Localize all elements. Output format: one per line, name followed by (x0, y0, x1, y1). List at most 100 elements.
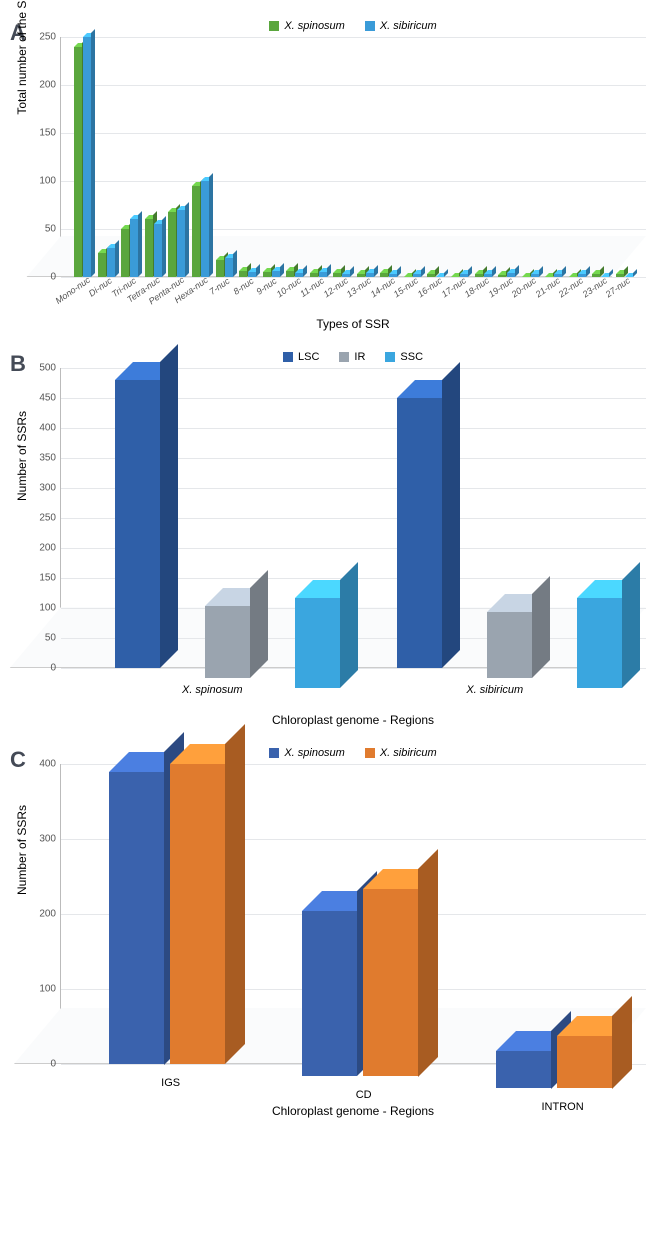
bar-group: 16-nuc (424, 274, 448, 277)
legend-b-item-2: SSC (385, 351, 423, 363)
panel-c: C X. spinosum X. sibiricum Number of SSR… (10, 747, 646, 1118)
legend-b-item-1: IR (339, 351, 365, 363)
bar-group: 11-nuc (306, 272, 330, 277)
bar-group: 8-nuc (236, 271, 260, 277)
category-label: X. spinosum (182, 684, 243, 696)
bar (333, 273, 341, 277)
bar (496, 1051, 551, 1089)
bar (498, 275, 506, 277)
y-tick: 50 (31, 633, 56, 644)
bar-group: 12-nuc (330, 273, 354, 277)
category-label: 10-nuc (274, 275, 302, 299)
category-label: 12-nuc (321, 275, 349, 299)
legend-label: SSC (400, 351, 423, 363)
legend-b-item-0: LSC (283, 351, 319, 363)
bar (154, 224, 162, 277)
y-tick: 0 (31, 663, 56, 674)
panel-a: A X. spinosum X. sibiricum Total number … (10, 20, 646, 331)
bar-group: X. spinosum (115, 380, 310, 668)
bar-group: Tri-nuc (118, 219, 142, 277)
legend-c-item-1: X. sibiricum (365, 747, 437, 759)
bar (74, 47, 82, 277)
bar-group: CD (302, 889, 418, 1077)
legend-swatch (269, 748, 279, 758)
category-label: 17-nuc (439, 275, 467, 299)
legend-swatch (385, 352, 395, 362)
bar (487, 612, 532, 678)
y-tick: 200 (31, 543, 56, 554)
panel-c-label: C (10, 747, 26, 773)
bar-group: 27-nuc (613, 274, 637, 277)
y-tick: 250 (31, 32, 56, 43)
y-tick: 50 (31, 224, 56, 235)
bar (109, 772, 164, 1065)
chart-b: LSC IR SSC Number of SSRs 05010015020025… (60, 351, 646, 727)
category-label: 8-nuc (231, 276, 255, 297)
bar-group: X. sibiricum (397, 398, 592, 668)
plot-a: 050100150200250Mono-nucDi-nucTri-nucTetr… (60, 37, 646, 277)
y-tick: 0 (31, 1059, 56, 1070)
category-label: 23-nuc (580, 275, 608, 299)
category-label: INTRON (541, 1101, 583, 1113)
category-label: 27-nuc (604, 275, 632, 299)
legend-swatch (283, 352, 293, 362)
bars-container: Mono-nucDi-nucTri-nucTetra-nucPenta-nucH… (71, 37, 636, 277)
bar-group: Hexa-nuc (189, 181, 213, 277)
y-tick: 250 (31, 513, 56, 524)
category-label: IGS (161, 1077, 180, 1089)
y-tick: 100 (31, 603, 56, 614)
bar (121, 229, 129, 277)
bar (192, 186, 200, 277)
bar (380, 273, 388, 277)
y-tick: 300 (31, 483, 56, 494)
legend-swatch (339, 352, 349, 362)
y-axis-label-a: Total number of the SSRs (15, 0, 29, 114)
bar-group: 10-nuc (283, 271, 307, 277)
bar-group: Tetra-nuc (142, 219, 166, 277)
category-label: 15-nuc (392, 275, 420, 299)
y-tick: 350 (31, 453, 56, 464)
y-tick: 0 (31, 272, 56, 283)
legend-label: X. spinosum (284, 747, 345, 759)
bar-group: 20-nuc (518, 274, 542, 277)
category-label: 11-nuc (298, 275, 326, 299)
bar (557, 1036, 612, 1089)
legend-swatch (365, 21, 375, 31)
bar-group: 13-nuc (354, 273, 378, 277)
bar (263, 272, 271, 277)
bar (168, 212, 176, 277)
bar (286, 271, 294, 277)
legend-a-item-0: X. spinosum (269, 20, 345, 32)
plot-b: 050100150200250300350400450500X. spinosu… (60, 368, 646, 668)
bar-group: 15-nuc (401, 274, 425, 277)
plot-c: 0100200300400IGSCDINTRON (60, 764, 646, 1064)
panel-b-label: B (10, 351, 26, 377)
legend-a-item-1: X. sibiricum (365, 20, 437, 32)
y-tick: 100 (31, 176, 56, 187)
chart-a: X. spinosum X. sibiricum Total number of… (60, 20, 646, 331)
category-label: CD (356, 1089, 372, 1101)
bar-group: 7-nuc (212, 258, 236, 277)
bar-group: 14-nuc (377, 273, 401, 277)
bar (201, 181, 209, 277)
category-label: 21-nuc (533, 275, 561, 299)
bar-group: Penta-nuc (165, 210, 189, 277)
bar (170, 764, 225, 1064)
category-label: 22-nuc (557, 275, 585, 299)
bar (592, 274, 600, 277)
y-tick: 150 (31, 573, 56, 584)
bars-container: X. spinosum X. sibiricum (91, 368, 616, 668)
bar (205, 606, 250, 678)
bar (130, 219, 138, 277)
bar (216, 260, 224, 277)
bar (115, 380, 160, 668)
bar (239, 271, 247, 277)
bar (145, 219, 153, 277)
legend-label: LSC (298, 351, 319, 363)
x-axis-label-a: Types of SSR (60, 317, 646, 331)
x-axis-label-b: Chloroplast genome - Regions (60, 713, 646, 727)
bar (107, 248, 115, 277)
bar-group: IGS (109, 764, 225, 1064)
bar (302, 911, 357, 1076)
bar-group: Mono-nuc (71, 37, 95, 277)
